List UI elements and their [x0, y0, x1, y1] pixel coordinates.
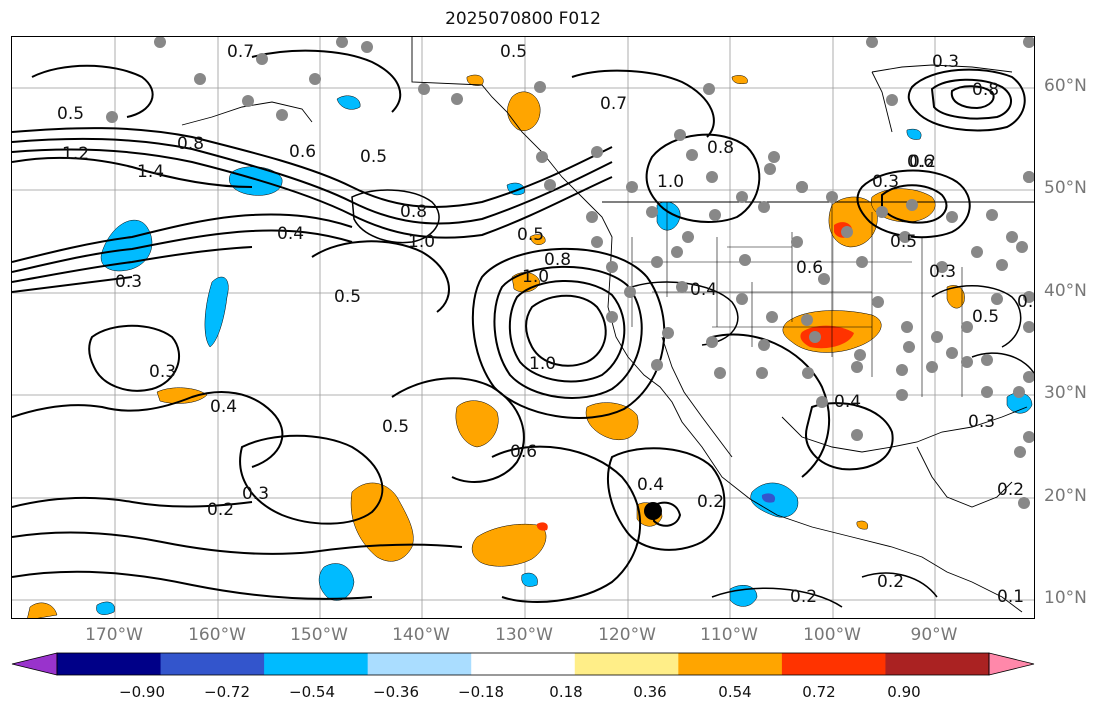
colorbar-extend-low [11, 652, 58, 676]
contour-label: 0.8 [544, 250, 571, 270]
contour-label: 0.2 [909, 152, 936, 172]
lat-label: 10°N [1044, 588, 1087, 608]
contour-label: 0.6 [510, 442, 537, 462]
colorbar-segment [57, 653, 162, 675]
contour-label: 0.5 [500, 42, 527, 62]
contour-label: 0.8 [707, 138, 734, 158]
lat-label: 30°N [1044, 383, 1087, 403]
colorbar-segment [264, 653, 369, 675]
colorbar-tick-label: 0.90 [887, 683, 921, 701]
contour-label: 0.2 [997, 480, 1024, 500]
lon-label: 90°W [910, 625, 958, 645]
contour-label: 0.2 [877, 572, 904, 592]
contour-label: 0.7 [227, 42, 254, 62]
contour-label: 0.5 [57, 104, 84, 124]
colorbar-tick-label: 0.72 [802, 683, 836, 701]
contour-label: 0.5 [360, 147, 387, 167]
lat-label: 60°N [1044, 76, 1087, 96]
colorbar-segment [574, 653, 679, 675]
contour-label: 1.2 [62, 144, 89, 164]
coastlines [181, 37, 1034, 613]
contour-label: 0.5 [517, 225, 544, 245]
contour-label: 0.4 [690, 280, 717, 300]
colorbar-segments [11, 652, 1035, 676]
contour-label: 0.3 [149, 362, 176, 382]
station-markers [106, 37, 1034, 509]
contour-label: 0.6 [289, 142, 316, 162]
contour-label: 0.4 [834, 392, 861, 412]
colorbar-frame [56, 652, 990, 676]
colorbar-tick-label: −0.18 [458, 683, 504, 701]
map-panel: 0.5 0.7 0.8 0.5 0.7 0.3 0.8 1.2 1.4 0.8 … [11, 36, 1035, 619]
contour-lines [12, 49, 1026, 603]
contour-label: 0.7 [600, 94, 627, 114]
contour-label: 0.3 [932, 52, 959, 72]
colorbar-tick-label: −0.36 [373, 683, 419, 701]
colorbar-tick-label: 0.18 [549, 683, 583, 701]
contour-label: 0.2 [207, 500, 234, 520]
lon-label: 160°W [188, 625, 246, 645]
colorbar-segment [678, 653, 783, 675]
contour-label: 1.0 [529, 354, 556, 374]
contour-label: 1.0 [522, 267, 549, 287]
contour-label: 0.4 [637, 475, 664, 495]
colorbar-extend-high [988, 652, 1035, 676]
contour-label: 0.6 [907, 152, 934, 172]
colorbar-segment [781, 653, 886, 675]
lon-label: 100°W [803, 625, 861, 645]
lon-label: 120°W [598, 625, 656, 645]
contour-label: 0.4 [277, 224, 304, 244]
lon-label: 150°W [290, 625, 348, 645]
lon-label: 140°W [392, 625, 450, 645]
contour-lines-thin [351, 189, 1034, 608]
contour-label: 0.8 [972, 80, 999, 100]
lat-label: 20°N [1044, 486, 1087, 506]
contour-label: 1.0 [657, 172, 684, 192]
lon-label: 170°W [85, 625, 143, 645]
negative-anomaly-fill [96, 95, 1033, 615]
contour-label: 0.8 [177, 134, 204, 154]
map-canvas: 0.5 0.7 0.8 0.5 0.7 0.3 0.8 1.2 1.4 0.8 … [12, 37, 1035, 618]
colorbar-segment [367, 653, 472, 675]
colorbar-segment [471, 653, 576, 675]
colorbar-tick-label: −0.90 [119, 683, 165, 701]
contour-label: 0.5 [890, 232, 917, 252]
contour-label: 0.2 [790, 587, 817, 607]
contour-label: 0.8 [400, 202, 427, 222]
contour-value-labels: 0.5 0.7 0.8 0.5 0.7 0.3 0.8 1.2 1.4 0.8 … [57, 42, 1035, 607]
contour-label: 0.2 [697, 492, 724, 512]
lon-label: 110°W [700, 625, 758, 645]
contour-label: 0.5 [972, 307, 999, 327]
contour-label: 0.6 [796, 258, 823, 278]
colorbar-tick-label: 0.54 [718, 683, 752, 701]
contour-label: 0.4 [210, 397, 237, 417]
deep-negative-core [761, 493, 776, 503]
colorbar-segment [160, 653, 265, 675]
colorbar-tick-label: −0.54 [289, 683, 335, 701]
contour-label: 0.3 [242, 484, 269, 504]
contour-label: 0.3 [872, 172, 899, 192]
contour-label: 0.6 [1017, 292, 1035, 312]
contour-label: 0.3 [968, 412, 995, 432]
contour-label: 1.4 [137, 162, 164, 182]
contour-label: 0.3 [115, 272, 142, 292]
contour-label: 1.0 [408, 232, 435, 252]
positive-anomaly-fill [27, 74, 965, 618]
storm-center-marker [644, 502, 662, 520]
contour-label: 0.3 [929, 262, 956, 282]
colorbar-tick-label: −0.72 [204, 683, 250, 701]
contour-label: 0.5 [382, 417, 409, 437]
colorbar-segment [885, 653, 990, 675]
lat-label: 50°N [1044, 178, 1087, 198]
lon-label: 130°W [495, 625, 553, 645]
contour-label: 0.1 [997, 587, 1024, 607]
colorbar-tick-label: 0.36 [633, 683, 667, 701]
contour-label: 0.5 [334, 287, 361, 307]
map-title: 2025070800 F012 [445, 9, 601, 29]
lat-label: 40°N [1044, 281, 1087, 301]
colorbar [11, 652, 1035, 676]
